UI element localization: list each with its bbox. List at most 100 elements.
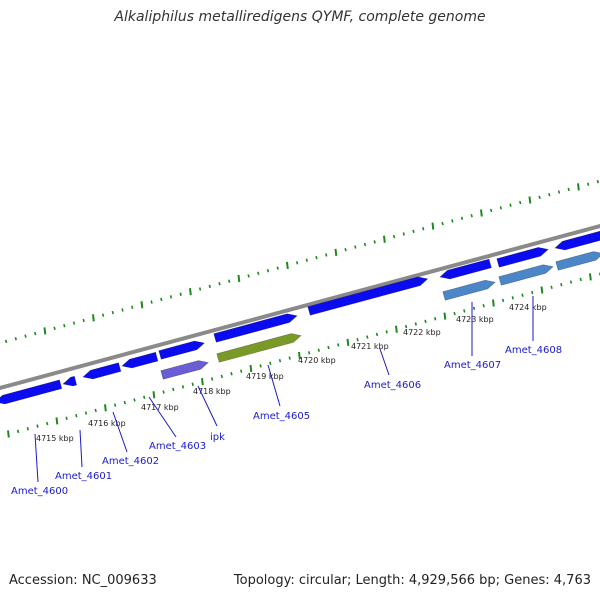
kbp-label: 4718 kbp xyxy=(193,387,231,396)
gene-arrow-lower-4608[interactable] xyxy=(498,264,554,286)
gene-arrow-amet-4606[interactable] xyxy=(307,276,429,316)
outer-minor-tick xyxy=(460,216,464,220)
gene-label-amet-4601[interactable]: Amet_4601 xyxy=(55,471,112,482)
inner-minor-tick xyxy=(240,369,243,373)
feature-arrow-ipk-lower[interactable] xyxy=(160,360,209,380)
outer-minor-tick xyxy=(228,279,231,283)
inner-minor-tick xyxy=(521,293,524,297)
genome-backbone xyxy=(0,224,600,390)
outer-major-tick xyxy=(577,183,580,191)
outer-minor-tick xyxy=(392,234,396,239)
outer-minor-tick xyxy=(344,248,347,252)
inner-minor-tick xyxy=(133,398,136,402)
gene-arrow-amet-4603[interactable] xyxy=(121,351,159,369)
outer-minor-tick xyxy=(131,305,134,310)
gene-label-ipk[interactable]: ipk xyxy=(210,432,225,443)
gene-label-amet-4608[interactable]: Amet_4608 xyxy=(505,345,562,356)
outer-minor-tick xyxy=(179,292,182,296)
outer-major-tick xyxy=(189,288,192,296)
inner-minor-tick xyxy=(424,319,427,324)
inner-minor-tick xyxy=(181,385,185,389)
kbp-label: 4719 kbp xyxy=(246,372,284,381)
gene-label-amet-4606[interactable]: Amet_4606 xyxy=(364,380,421,391)
gene-arrow-upper-1[interactable] xyxy=(213,313,298,343)
kbp-label: 4723 kbp xyxy=(456,315,494,324)
inner-major-tick xyxy=(589,273,592,281)
outer-minor-tick xyxy=(247,274,250,278)
gene-arrow-amet-4601[interactable] xyxy=(62,375,78,387)
gene-arrow-amet-4602[interactable] xyxy=(82,362,122,380)
outer-minor-tick xyxy=(363,242,367,247)
inner-minor-tick xyxy=(84,411,88,415)
outer-major-tick xyxy=(286,261,289,270)
gene-arrow-amet-4607[interactable] xyxy=(439,258,492,280)
gene-label-amet-4607[interactable]: Amet_4607 xyxy=(444,360,501,371)
kbp-label-group: 4715 kbp 4716 kbp 4717 kbp 4718 kbp 4719 kbp… xyxy=(36,303,547,443)
inner-minor-tick xyxy=(26,427,29,431)
map-title: Alkaliphilus metalliredigens QYMF, compl… xyxy=(114,9,486,25)
kbp-label: 4717 kbp xyxy=(141,403,179,412)
outer-minor-tick xyxy=(34,331,37,336)
inner-minor-tick xyxy=(501,298,505,303)
kbp-label: 4720 kbp xyxy=(298,356,336,365)
gene-label-amet-4600[interactable]: Amet_4600 xyxy=(11,486,68,497)
outer-minor-tick xyxy=(441,221,444,226)
inner-minor-tick xyxy=(113,403,117,407)
gene-arrow-amet-4608[interactable] xyxy=(496,247,549,268)
outer-major-tick xyxy=(431,222,435,230)
outer-minor-tick xyxy=(257,271,260,275)
inner-minor-tick xyxy=(46,421,49,426)
outer-minor-tick xyxy=(208,284,211,289)
kbp-label: 4724 kbp xyxy=(509,303,547,312)
inner-minor-tick xyxy=(36,424,39,428)
outer-minor-tick xyxy=(218,282,221,286)
outer-major-tick xyxy=(528,196,532,204)
inner-minor-tick xyxy=(288,356,291,360)
gene-label-group: Amet_4600 Amet_4601 Amet_4602 Amet_4603 ipk A… xyxy=(11,296,562,497)
outer-minor-tick xyxy=(53,326,56,330)
inner-major-tick xyxy=(298,351,301,360)
inner-minor-tick xyxy=(472,306,476,310)
inner-minor-tick xyxy=(375,332,379,337)
kbp-label: 4716 kbp xyxy=(88,419,126,428)
inner-minor-tick xyxy=(94,408,97,413)
gene-track xyxy=(0,230,600,405)
outer-minor-tick xyxy=(451,219,454,223)
outer-minor-tick xyxy=(412,229,415,234)
inner-minor-tick xyxy=(307,351,311,355)
outer-minor-tick xyxy=(509,203,512,207)
gene-arrow-upper-2[interactable] xyxy=(554,230,600,251)
inner-minor-tick xyxy=(278,358,282,363)
outer-minor-tick xyxy=(567,187,570,192)
inner-minor-tick xyxy=(482,303,485,308)
inner-minor-tick xyxy=(317,348,320,352)
inner-minor-tick xyxy=(579,277,582,282)
inner-minor-tick xyxy=(16,429,20,434)
feature-arrow-amet-4605[interactable] xyxy=(216,333,302,363)
gene-label-leader-line xyxy=(79,429,83,468)
outer-minor-tick xyxy=(596,179,599,184)
outer-minor-tick xyxy=(548,193,551,197)
outer-minor-tick xyxy=(557,190,561,194)
inner-minor-tick xyxy=(366,335,369,339)
gene-arrow-lower-4607[interactable] xyxy=(442,279,496,301)
inner-minor-tick xyxy=(560,283,563,287)
inner-minor-tick xyxy=(65,416,68,420)
outer-minor-tick xyxy=(63,323,66,328)
gene-label-amet-4602[interactable]: Amet_4602 xyxy=(102,456,159,467)
gene-arrow-amet-4600[interactable] xyxy=(0,379,63,405)
outer-major-tick xyxy=(383,235,386,243)
inner-minor-tick xyxy=(123,400,126,405)
inner-minor-tick xyxy=(172,387,175,392)
outer-minor-tick xyxy=(14,337,17,341)
inner-minor-tick xyxy=(453,311,456,316)
gene-arrow-ipk[interactable] xyxy=(158,340,206,360)
outer-major-tick xyxy=(140,301,144,309)
gene-arrow-lower-4609[interactable] xyxy=(555,251,600,271)
outer-minor-tick xyxy=(198,287,202,291)
inner-minor-tick xyxy=(269,361,272,365)
gene-label-amet-4605[interactable]: Amet_4605 xyxy=(253,411,310,422)
gene-label-amet-4603[interactable]: Amet_4603 xyxy=(149,441,206,452)
gene-label-leader-line xyxy=(267,364,281,407)
